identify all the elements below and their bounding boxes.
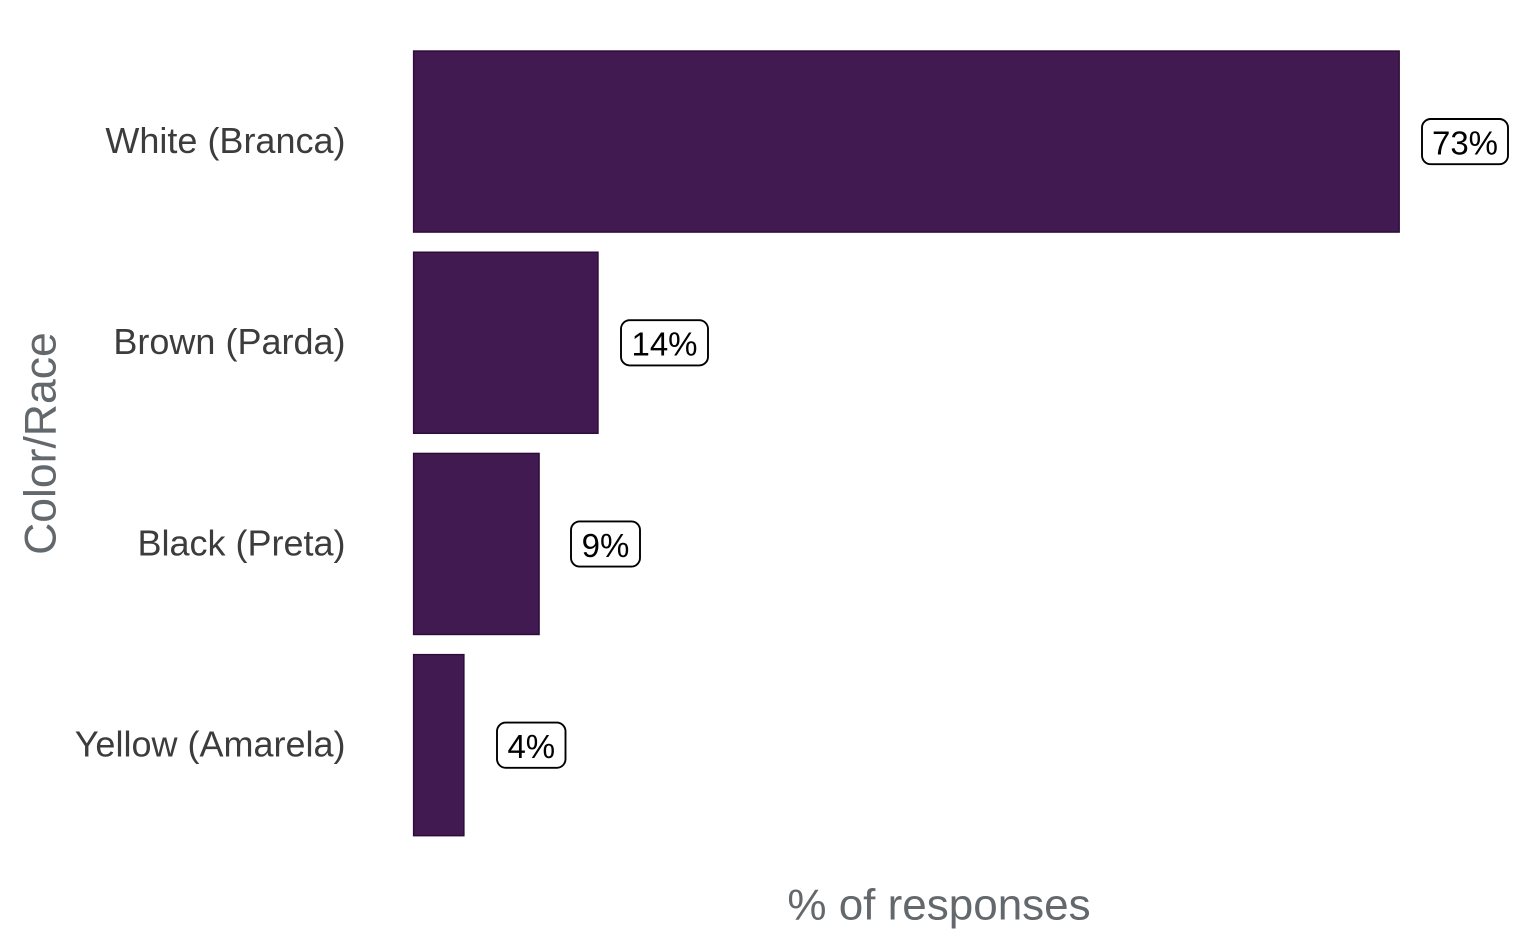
svg-text:Yellow (Amarela): Yellow (Amarela) bbox=[75, 724, 346, 765]
svg-text:9%: 9% bbox=[582, 527, 630, 564]
svg-text:Brown (Parda): Brown (Parda) bbox=[113, 321, 345, 362]
svg-text:4%: 4% bbox=[507, 728, 555, 765]
svg-text:% of responses: % of responses bbox=[787, 881, 1090, 930]
svg-text:Black (Preta): Black (Preta) bbox=[137, 522, 345, 563]
svg-text:14%: 14% bbox=[631, 326, 697, 363]
svg-text:White (Branca): White (Branca) bbox=[105, 120, 345, 161]
svg-text:73%: 73% bbox=[1432, 124, 1498, 161]
svg-text:Color/Race: Color/Race bbox=[16, 332, 65, 555]
